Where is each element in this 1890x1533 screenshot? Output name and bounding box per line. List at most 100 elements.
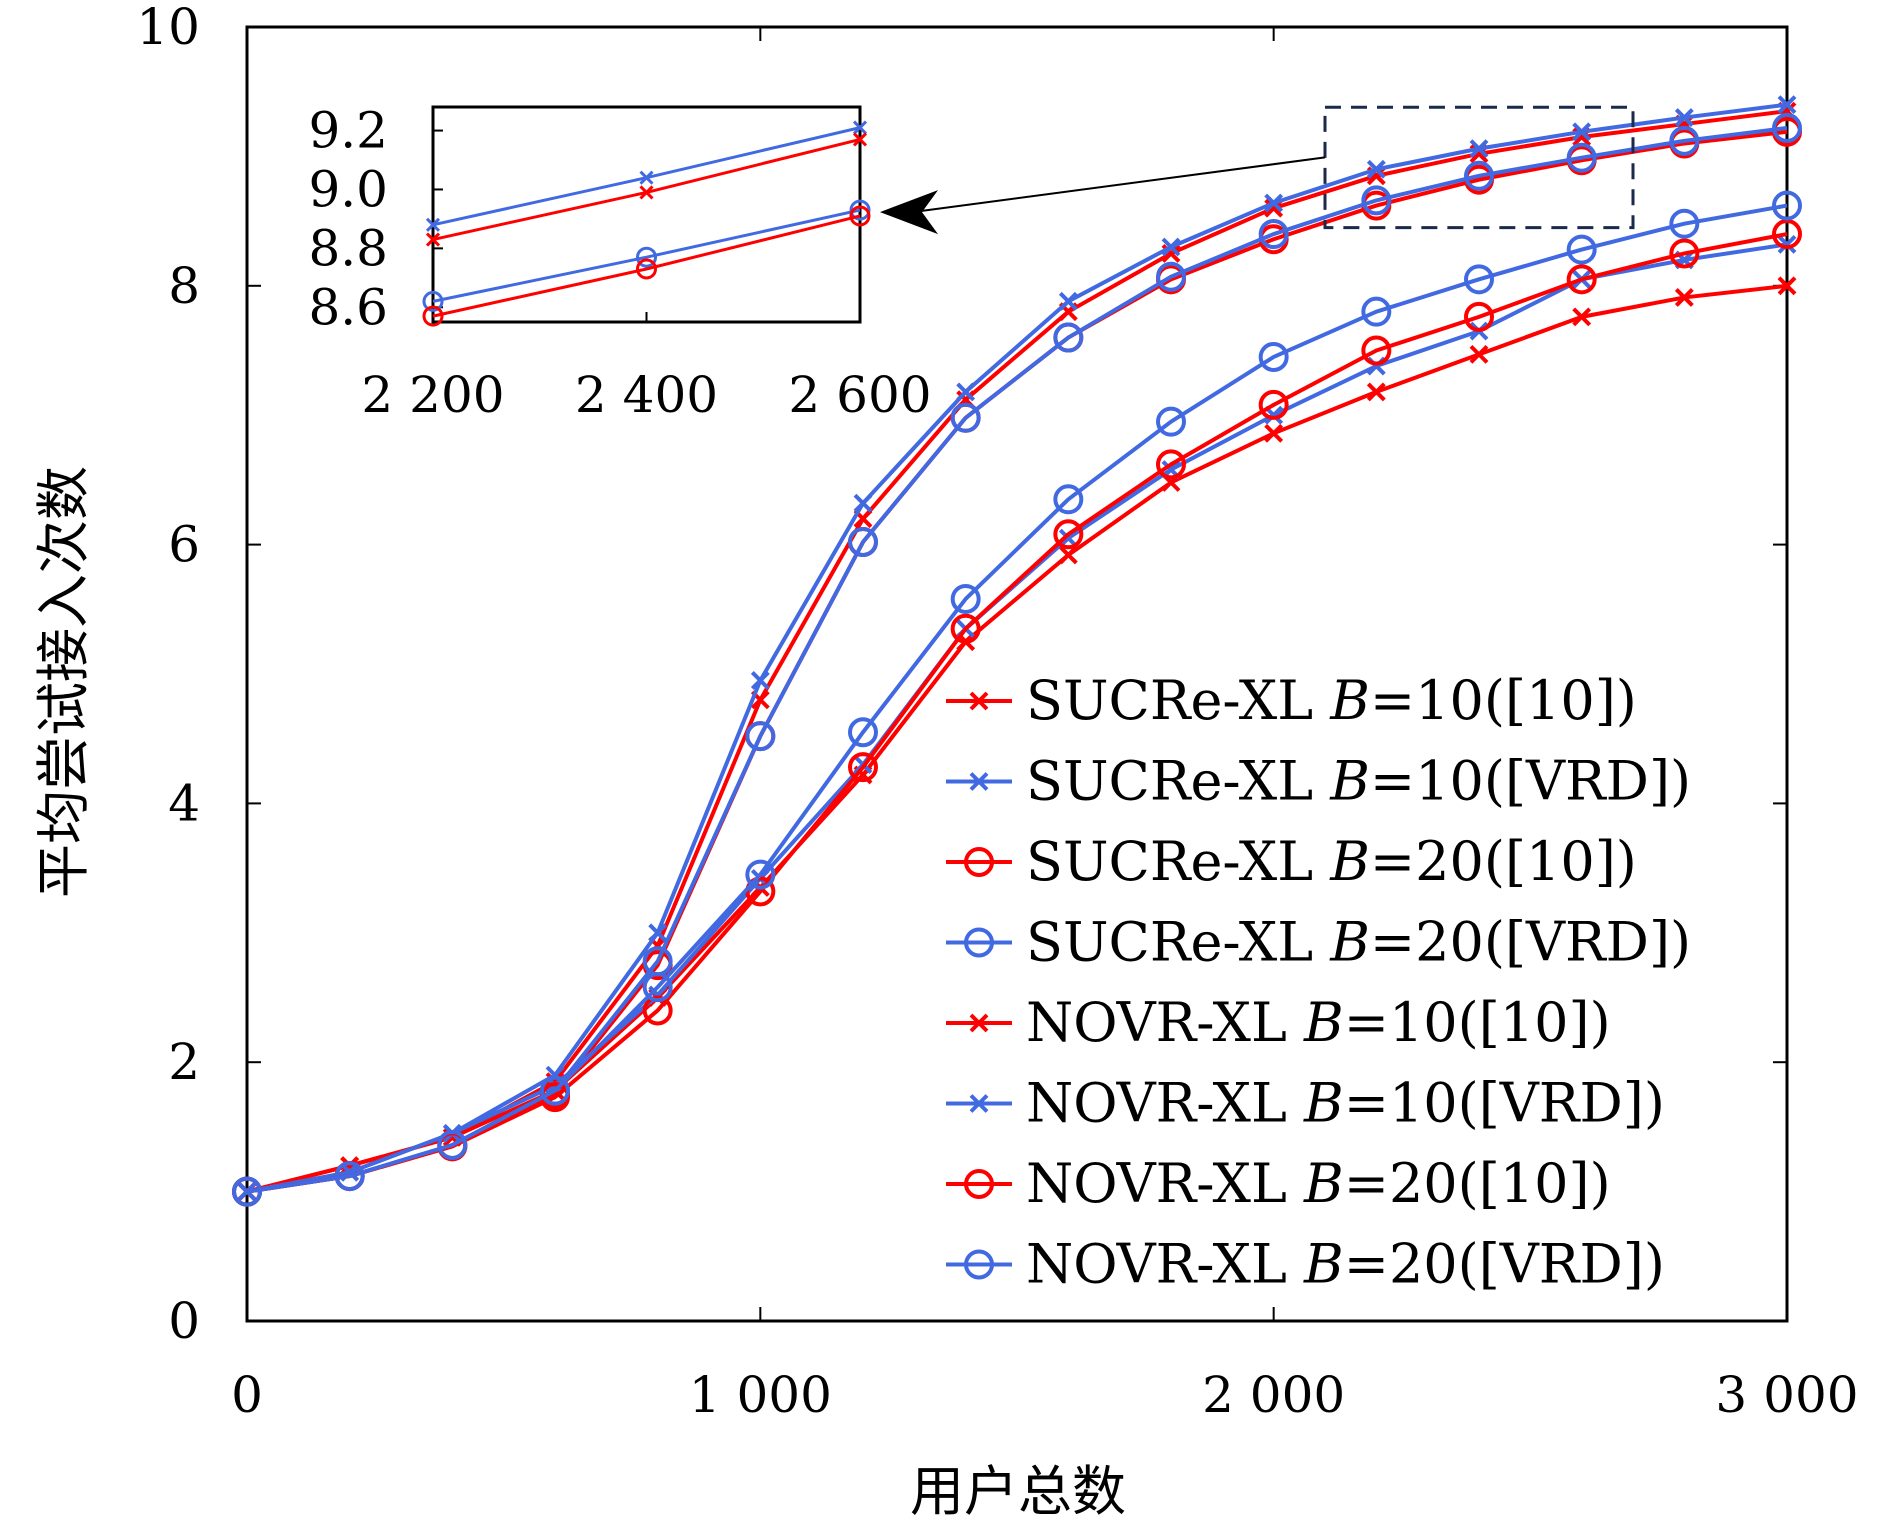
data-point [437, 1130, 468, 1161]
inset-series-line [432, 208, 861, 303]
data-point [1572, 307, 1592, 327]
y-tick-label: 4 [168, 774, 200, 832]
data-point [1258, 219, 1289, 250]
inset-data-point [852, 132, 868, 147]
inset-series-0 [425, 120, 868, 232]
legend-marker [964, 927, 994, 958]
data-point [1777, 276, 1797, 296]
data-point [1469, 344, 1489, 364]
data-point [334, 1161, 365, 1192]
legend-marker [969, 1094, 989, 1113]
inset-x-tick-label: 2 400 [575, 366, 718, 424]
inset-data-point [636, 258, 657, 280]
data-point [1566, 264, 1597, 295]
data-point [1264, 423, 1284, 443]
legend: SUCRe-XL B=10([10]) SUCRe-XL B=10([VRD]) S… [946, 669, 1691, 1296]
data-point [648, 923, 668, 943]
inset-data-point [849, 199, 871, 221]
data-point [1566, 234, 1597, 265]
data-point [950, 402, 981, 433]
y-tick-label: 6 [168, 516, 200, 574]
y-axis-label: 平均尝试接入次数 [32, 466, 95, 898]
data-point [1669, 208, 1700, 239]
legend-marker [964, 1249, 994, 1280]
inset-x-tick-label: 2 200 [361, 366, 504, 424]
data-point [1674, 108, 1694, 127]
data-point [848, 752, 878, 783]
data-point [1156, 261, 1186, 292]
zoom-arrow-head [880, 190, 938, 235]
data-point [1361, 185, 1392, 216]
data-point [848, 527, 878, 558]
data-point [1674, 288, 1694, 307]
data-point [1772, 190, 1802, 221]
inset-data-point [639, 185, 654, 200]
data-point [956, 382, 976, 402]
inset-y-tick-label: 8.6 [308, 278, 388, 336]
inset-series-3 [422, 205, 871, 327]
data-point [1058, 291, 1078, 311]
data-point [750, 671, 770, 690]
legend-label: NOVR-XL B=20([10]) [1026, 1152, 1611, 1215]
x-tick-label: 1 000 [689, 1366, 832, 1424]
inset-data-point [425, 217, 441, 232]
data-point [1669, 238, 1700, 269]
data-point [1156, 449, 1186, 480]
data-point [1469, 139, 1489, 159]
series-7 [232, 190, 1802, 1207]
inset-data-point [422, 290, 444, 312]
data-point [1572, 122, 1592, 142]
legend-entry: SUCRe-XL B=10([VRD]) [946, 750, 1691, 813]
inset-plot: 2 200 2 400 2 600 8.68.89.09.2 [308, 102, 1326, 424]
inset-y-tick-label: 9.2 [308, 102, 388, 160]
x-axis-label: 用户总数 [910, 1460, 1126, 1523]
data-point [540, 1075, 570, 1106]
y-tick-label: 0 [168, 1292, 200, 1350]
data-point [1464, 301, 1494, 332]
inset-x-tick-label: 2 600 [788, 366, 931, 424]
data-point [1772, 219, 1802, 250]
legend-label: NOVR-XL B=10([10]) [1026, 991, 1611, 1054]
data-point [1053, 519, 1084, 550]
data-point [1058, 545, 1078, 565]
legend-marker [964, 1169, 994, 1199]
plot-frame [245, 25, 1789, 1323]
legend-entry: NOVR-XL B=10([VRD]) [946, 1072, 1665, 1135]
y-tick-label: 10 [136, 0, 200, 56]
y-tick-label: 8 [168, 257, 200, 315]
legend-marker [969, 1013, 989, 1033]
data-point [1464, 264, 1494, 295]
inset-data-point [849, 205, 871, 227]
series-line [246, 203, 1788, 1194]
data-point [1777, 95, 1797, 115]
inset-data-point [422, 305, 444, 327]
inset-series-2 [422, 199, 871, 312]
legend-label: NOVR-XL B=10([VRD]) [1026, 1072, 1665, 1135]
legend-label: SUCRe-XL B=10([VRD]) [1026, 750, 1691, 813]
legend-marker [969, 772, 989, 791]
data-point [1053, 322, 1084, 353]
legend-entry: NOVR-XL B=10([10]) [946, 991, 1611, 1054]
inset-y-tick-label: 9.0 [308, 160, 388, 218]
zoom-region-box [1323, 105, 1635, 230]
zoom-arrow-line [919, 156, 1326, 213]
data-point [232, 1176, 262, 1207]
data-point [1366, 382, 1386, 402]
x-tick-label: 0 [231, 1366, 263, 1424]
data-point [642, 972, 673, 1003]
series-line [246, 102, 1788, 1194]
data-point [1361, 335, 1392, 366]
inset-data-point [852, 120, 868, 135]
main-plot: 0 1 000 2 000 3 000 0 2 4 6 8 10 [136, 0, 1858, 1424]
inset-frame [431, 105, 862, 324]
legend-marker [964, 847, 994, 877]
inset-series-line [432, 214, 861, 318]
data-point [745, 721, 776, 752]
x-tick-label: 2 000 [1202, 1366, 1345, 1424]
data-point [1772, 112, 1802, 143]
data-point [745, 859, 776, 890]
legend-entry: NOVR-XL B=20([10]) [946, 1152, 1611, 1215]
data-point [1464, 160, 1494, 191]
series-line [246, 232, 1788, 1194]
